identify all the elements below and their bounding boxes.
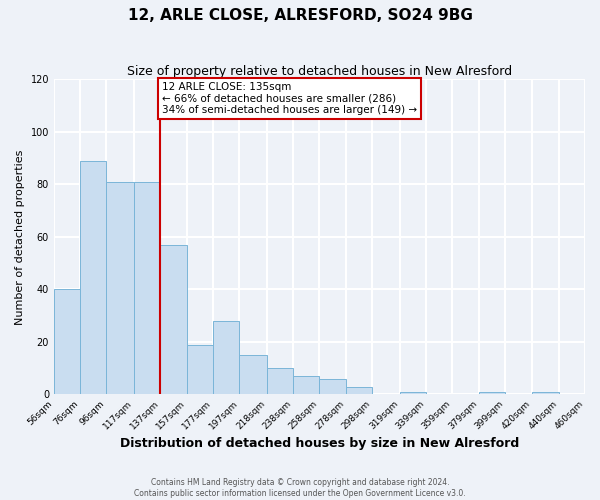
Text: Contains HM Land Registry data © Crown copyright and database right 2024.
Contai: Contains HM Land Registry data © Crown c… bbox=[134, 478, 466, 498]
Bar bbox=[293, 376, 319, 394]
Bar bbox=[160, 244, 187, 394]
Bar bbox=[346, 386, 372, 394]
Bar bbox=[532, 392, 559, 394]
Bar bbox=[134, 182, 160, 394]
Y-axis label: Number of detached properties: Number of detached properties bbox=[15, 149, 25, 324]
Title: Size of property relative to detached houses in New Alresford: Size of property relative to detached ho… bbox=[127, 65, 512, 78]
Bar bbox=[187, 344, 213, 395]
Bar bbox=[479, 392, 505, 394]
Bar bbox=[80, 160, 106, 394]
Bar bbox=[267, 368, 293, 394]
X-axis label: Distribution of detached houses by size in New Alresford: Distribution of detached houses by size … bbox=[120, 437, 519, 450]
Bar bbox=[213, 321, 239, 394]
Bar bbox=[239, 355, 267, 395]
Text: 12, ARLE CLOSE, ALRESFORD, SO24 9BG: 12, ARLE CLOSE, ALRESFORD, SO24 9BG bbox=[128, 8, 472, 22]
Text: 12 ARLE CLOSE: 135sqm
← 66% of detached houses are smaller (286)
34% of semi-det: 12 ARLE CLOSE: 135sqm ← 66% of detached … bbox=[162, 82, 417, 115]
Bar bbox=[54, 290, 80, 395]
Bar bbox=[319, 378, 346, 394]
Bar bbox=[400, 392, 426, 394]
Bar bbox=[106, 182, 134, 394]
